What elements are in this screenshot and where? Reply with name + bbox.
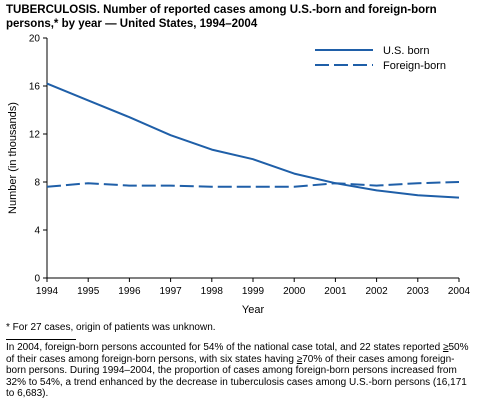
y-tick-label: 16 [29, 82, 41, 93]
x-axis-label: Year [242, 304, 265, 316]
note-text-2: 50% of their cases among foreign-born pe… [6, 342, 469, 365]
plot-area: 0 4 8 12 16 20 1994 1995 1996 1997 1998 1999 2000 200… [7, 34, 471, 317]
y-tick-label: 4 [34, 226, 40, 237]
y-tick-label: 12 [29, 130, 41, 141]
x-tick-label: 1999 [242, 286, 265, 297]
x-tick-label: 2002 [365, 286, 388, 297]
x-tick-label: 2000 [283, 286, 306, 297]
note-text-1: In 2004, foreign-born persons accounted … [6, 342, 443, 353]
series-line-us-born [46, 82, 460, 199]
y-tick-label: 0 [34, 274, 40, 285]
footnote-divider [6, 339, 76, 340]
x-tick-label: 1998 [201, 286, 224, 297]
note-ge-symbol-1: ≥ [442, 342, 449, 353]
footnote: * For 27 cases, origin of patients was u… [6, 322, 216, 333]
x-tick-label: 1996 [118, 286, 141, 297]
note-text-3: 70% of their cases among foreign-born pe… [6, 353, 467, 400]
note-ge-symbol-2: ≥ [296, 353, 303, 365]
y-tick-label: 20 [29, 34, 41, 45]
x-tick-label: 1994 [36, 286, 59, 297]
x-tick-label: 2001 [324, 286, 347, 297]
x-tick-label: 1997 [159, 286, 182, 297]
x-tick-label: 1995 [77, 286, 100, 297]
line-chart: 0 4 8 12 16 20 1994 1995 1996 1997 1998 1999 2000 200… [7, 34, 471, 317]
explanatory-note: In 2004, foreign-born persons accounted … [6, 342, 472, 400]
x-tick-label: 2003 [407, 286, 430, 297]
y-axis-label: Number (in thousands) [7, 102, 19, 214]
x-tick-label: 2004 [448, 286, 471, 297]
y-tick-label: 8 [34, 178, 40, 189]
series-line-foreign-born [46, 181, 460, 188]
legend-label-us-born: U.S. born [383, 45, 429, 57]
legend-label-foreign-born: Foreign-born [383, 60, 446, 72]
chart-title: TUBERCULOSIS. Number of reported cases a… [6, 4, 437, 30]
